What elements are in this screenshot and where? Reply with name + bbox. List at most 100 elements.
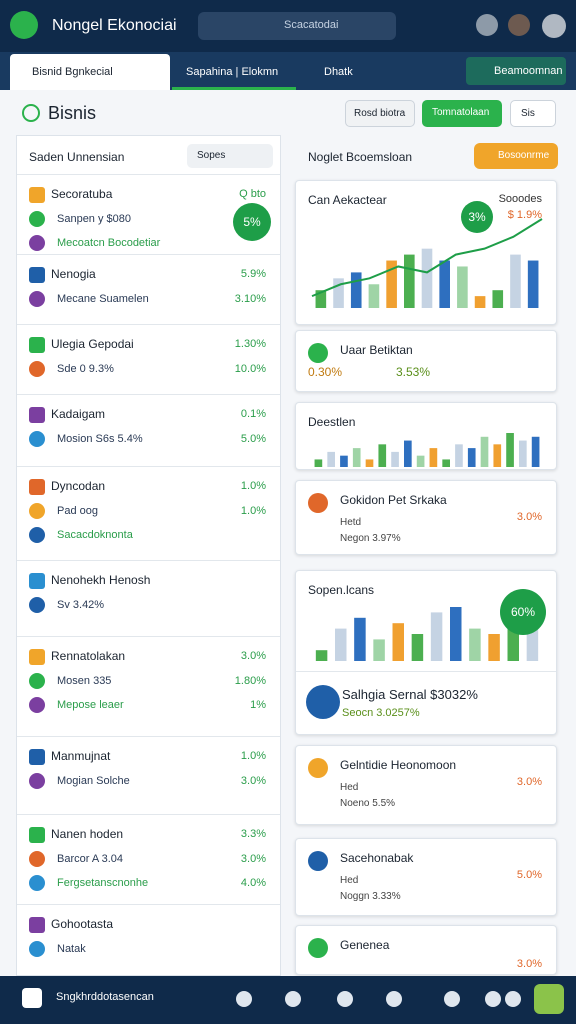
group-title: Nenogia [51, 267, 96, 281]
group-title: Ulegia Gepodai [51, 337, 134, 351]
nav-icon[interactable] [444, 991, 460, 1007]
bar [365, 459, 374, 467]
card-icon [308, 938, 328, 958]
tab-label: Sapahina | Elokmn [186, 66, 279, 78]
button[interactable]: Sis [510, 100, 556, 127]
tab-button[interactable]: Beamoomnan [466, 57, 566, 85]
nav-button[interactable] [534, 984, 564, 1014]
bar [354, 617, 366, 661]
bar [391, 451, 399, 467]
list-group: Dyncodan 1.0% Pad oog 1.0% Sacacdoknonta [17, 466, 280, 560]
group-icon [29, 749, 45, 765]
nav-icon[interactable] [485, 991, 501, 1007]
row-text: Barcor A 3.04 [57, 853, 124, 865]
list-group: Nenohekh Henosh Sv 3.42% [17, 560, 280, 636]
card: Sacehonabak 5.0% Hed Noggn 3.33% [295, 838, 557, 916]
card-title: Sopen.lcans [308, 583, 375, 597]
nav-icon[interactable] [22, 988, 42, 1008]
bar [315, 650, 328, 661]
card-title: Gokidon Pet Srkaka [340, 493, 447, 507]
bar [442, 459, 450, 467]
card-icon [306, 685, 340, 719]
card: Gelntidie Heonomoon 3.0% Hed Noeno 5.5% [295, 745, 557, 825]
group-value: 0.1% [240, 408, 266, 420]
avatar[interactable] [476, 14, 498, 36]
button-label: Sis [521, 108, 535, 119]
bar [411, 634, 424, 661]
card-line: Noeno 5.5% [340, 798, 396, 809]
row-icon [29, 851, 45, 867]
card-title: Deestlen [308, 415, 356, 429]
search-box[interactable]: Scacatodai [198, 12, 396, 40]
card: Can Aekactear Sooodes $ 1.9% 3% [295, 180, 557, 325]
tab[interactable]: Sapahina | Elokmn [172, 54, 296, 90]
bar [457, 266, 468, 308]
card-title: Sacehonabak [340, 851, 414, 865]
bar [404, 440, 412, 467]
list-group: Manmujnat 1.0% Mogian Solche 3.0% [17, 736, 280, 814]
line [311, 218, 543, 298]
tab[interactable]: Dhatk [300, 54, 380, 90]
group-value: 1.30% [234, 338, 266, 350]
row-text: Sv 3.42% [57, 599, 105, 611]
card-title: Can Aekactear [308, 193, 387, 207]
group-value: 5.9% [240, 268, 266, 280]
nav-icon[interactable] [505, 991, 521, 1007]
card-value: 5.0% [516, 869, 542, 881]
bar [373, 639, 385, 661]
row-value: 5.0% [240, 433, 266, 445]
button[interactable]: Bosoonrme [474, 143, 558, 169]
group-value: 3.0% [240, 650, 266, 662]
bar [527, 260, 539, 308]
card-footer-sub: Seocn 3.0257% [342, 707, 420, 719]
bottom-bar: Sngkhrddotasencan [0, 976, 576, 1024]
bar [333, 278, 344, 308]
bar [421, 248, 433, 308]
button[interactable]: Rosd biotra [345, 100, 415, 127]
card-footer: Salhgia Sernal $3032% [342, 687, 478, 702]
group-icon [29, 187, 45, 203]
nav-icon[interactable] [386, 991, 402, 1007]
card-icon [308, 851, 328, 871]
button-label: Rosd biotra [354, 108, 406, 119]
tab-label: Beamoomnan [494, 65, 563, 77]
bar [439, 260, 450, 308]
group-title: Secoratuba [51, 187, 113, 201]
bar [493, 444, 502, 467]
row-text: Sde 0 9.3% [57, 363, 114, 375]
row-icon [29, 773, 45, 789]
back-button[interactable] [10, 11, 38, 39]
button[interactable]: Tomnatolaan [422, 100, 502, 127]
group-title: Rennatolakan [51, 649, 126, 663]
bar [519, 440, 527, 467]
row-value: 4.0% [240, 877, 266, 889]
tab[interactable]: Bisnid Bgnkecial [10, 54, 170, 90]
group-title: Dyncodan [51, 479, 106, 493]
row-value: 3.10% [234, 293, 266, 305]
card-line: 0.30% [308, 365, 343, 379]
group-icon [29, 267, 45, 283]
tab-label: Dhatk [324, 66, 353, 78]
bar [455, 444, 463, 467]
avatar[interactable] [508, 14, 530, 36]
list-group: Ulegia Gepodai 1.30% Sde 0 9.3% 10.0% [17, 324, 280, 394]
row-text: Mogian Solche [57, 775, 130, 787]
filter[interactable]: Sopes [187, 144, 273, 168]
row-value: 1.80% [234, 675, 266, 687]
nav-icon[interactable] [285, 991, 301, 1007]
bar [507, 617, 519, 661]
card-value: 3.0% [516, 958, 542, 970]
card-line: Hetd [340, 517, 362, 528]
bar [315, 290, 327, 308]
avatar[interactable] [542, 14, 566, 38]
row-icon [29, 597, 45, 613]
row-value: 3.0% [240, 775, 266, 787]
row-icon [29, 211, 45, 227]
list-group: Nenogia 5.9% Mecane Suamelen 3.10% [17, 254, 280, 324]
group-icon [29, 573, 45, 589]
bar [340, 455, 348, 467]
bar [314, 459, 323, 467]
bar [430, 612, 443, 661]
nav-icon[interactable] [337, 991, 353, 1007]
nav-icon[interactable] [236, 991, 252, 1007]
